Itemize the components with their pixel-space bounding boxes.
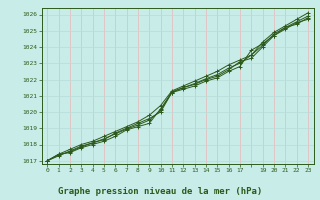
Text: Graphe pression niveau de la mer (hPa): Graphe pression niveau de la mer (hPa) — [58, 187, 262, 196]
